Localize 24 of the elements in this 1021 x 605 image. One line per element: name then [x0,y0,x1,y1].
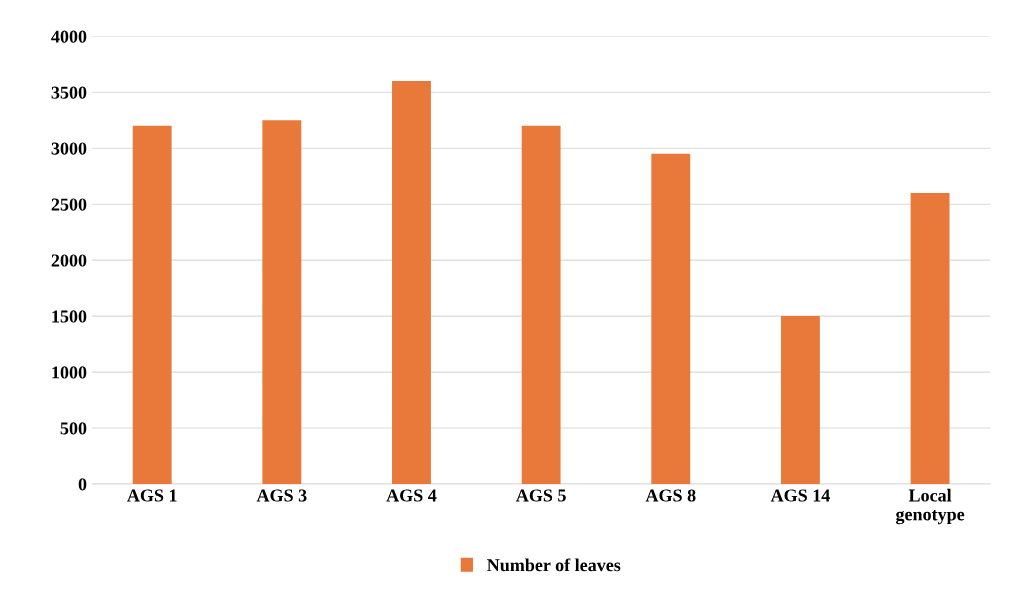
y-tick-label: 3000 [51,142,87,155]
y-tick-label: 4000 [51,30,87,43]
y-tick-label: 1000 [52,366,87,379]
bar [780,316,820,484]
x-tick-label: Local genotype [895,488,965,525]
legend-label: Number of leaves [487,558,621,572]
bar [910,192,950,484]
x-tick-label: AGS 3 [256,489,307,502]
y-tick-label: 3500 [51,86,87,99]
y-tick-label: 500 [60,422,87,435]
x-tick-label: AGS 8 [645,489,696,502]
x-tick-label: AGS 5 [515,489,566,502]
x-tick-label: AGS 4 [386,489,437,502]
y-tick-label: 2000 [51,254,87,267]
bar [262,120,302,484]
bar [651,153,691,484]
y-tick-label: 1500 [52,310,87,323]
x-tick-label: AGS 14 [770,489,830,502]
bar [392,81,431,484]
y-tick-label: 2500 [51,198,87,211]
bar [521,125,561,484]
x-tick-label: AGS 1 [127,489,177,502]
y-tick-label: 0 [78,478,87,491]
bar [132,125,172,484]
